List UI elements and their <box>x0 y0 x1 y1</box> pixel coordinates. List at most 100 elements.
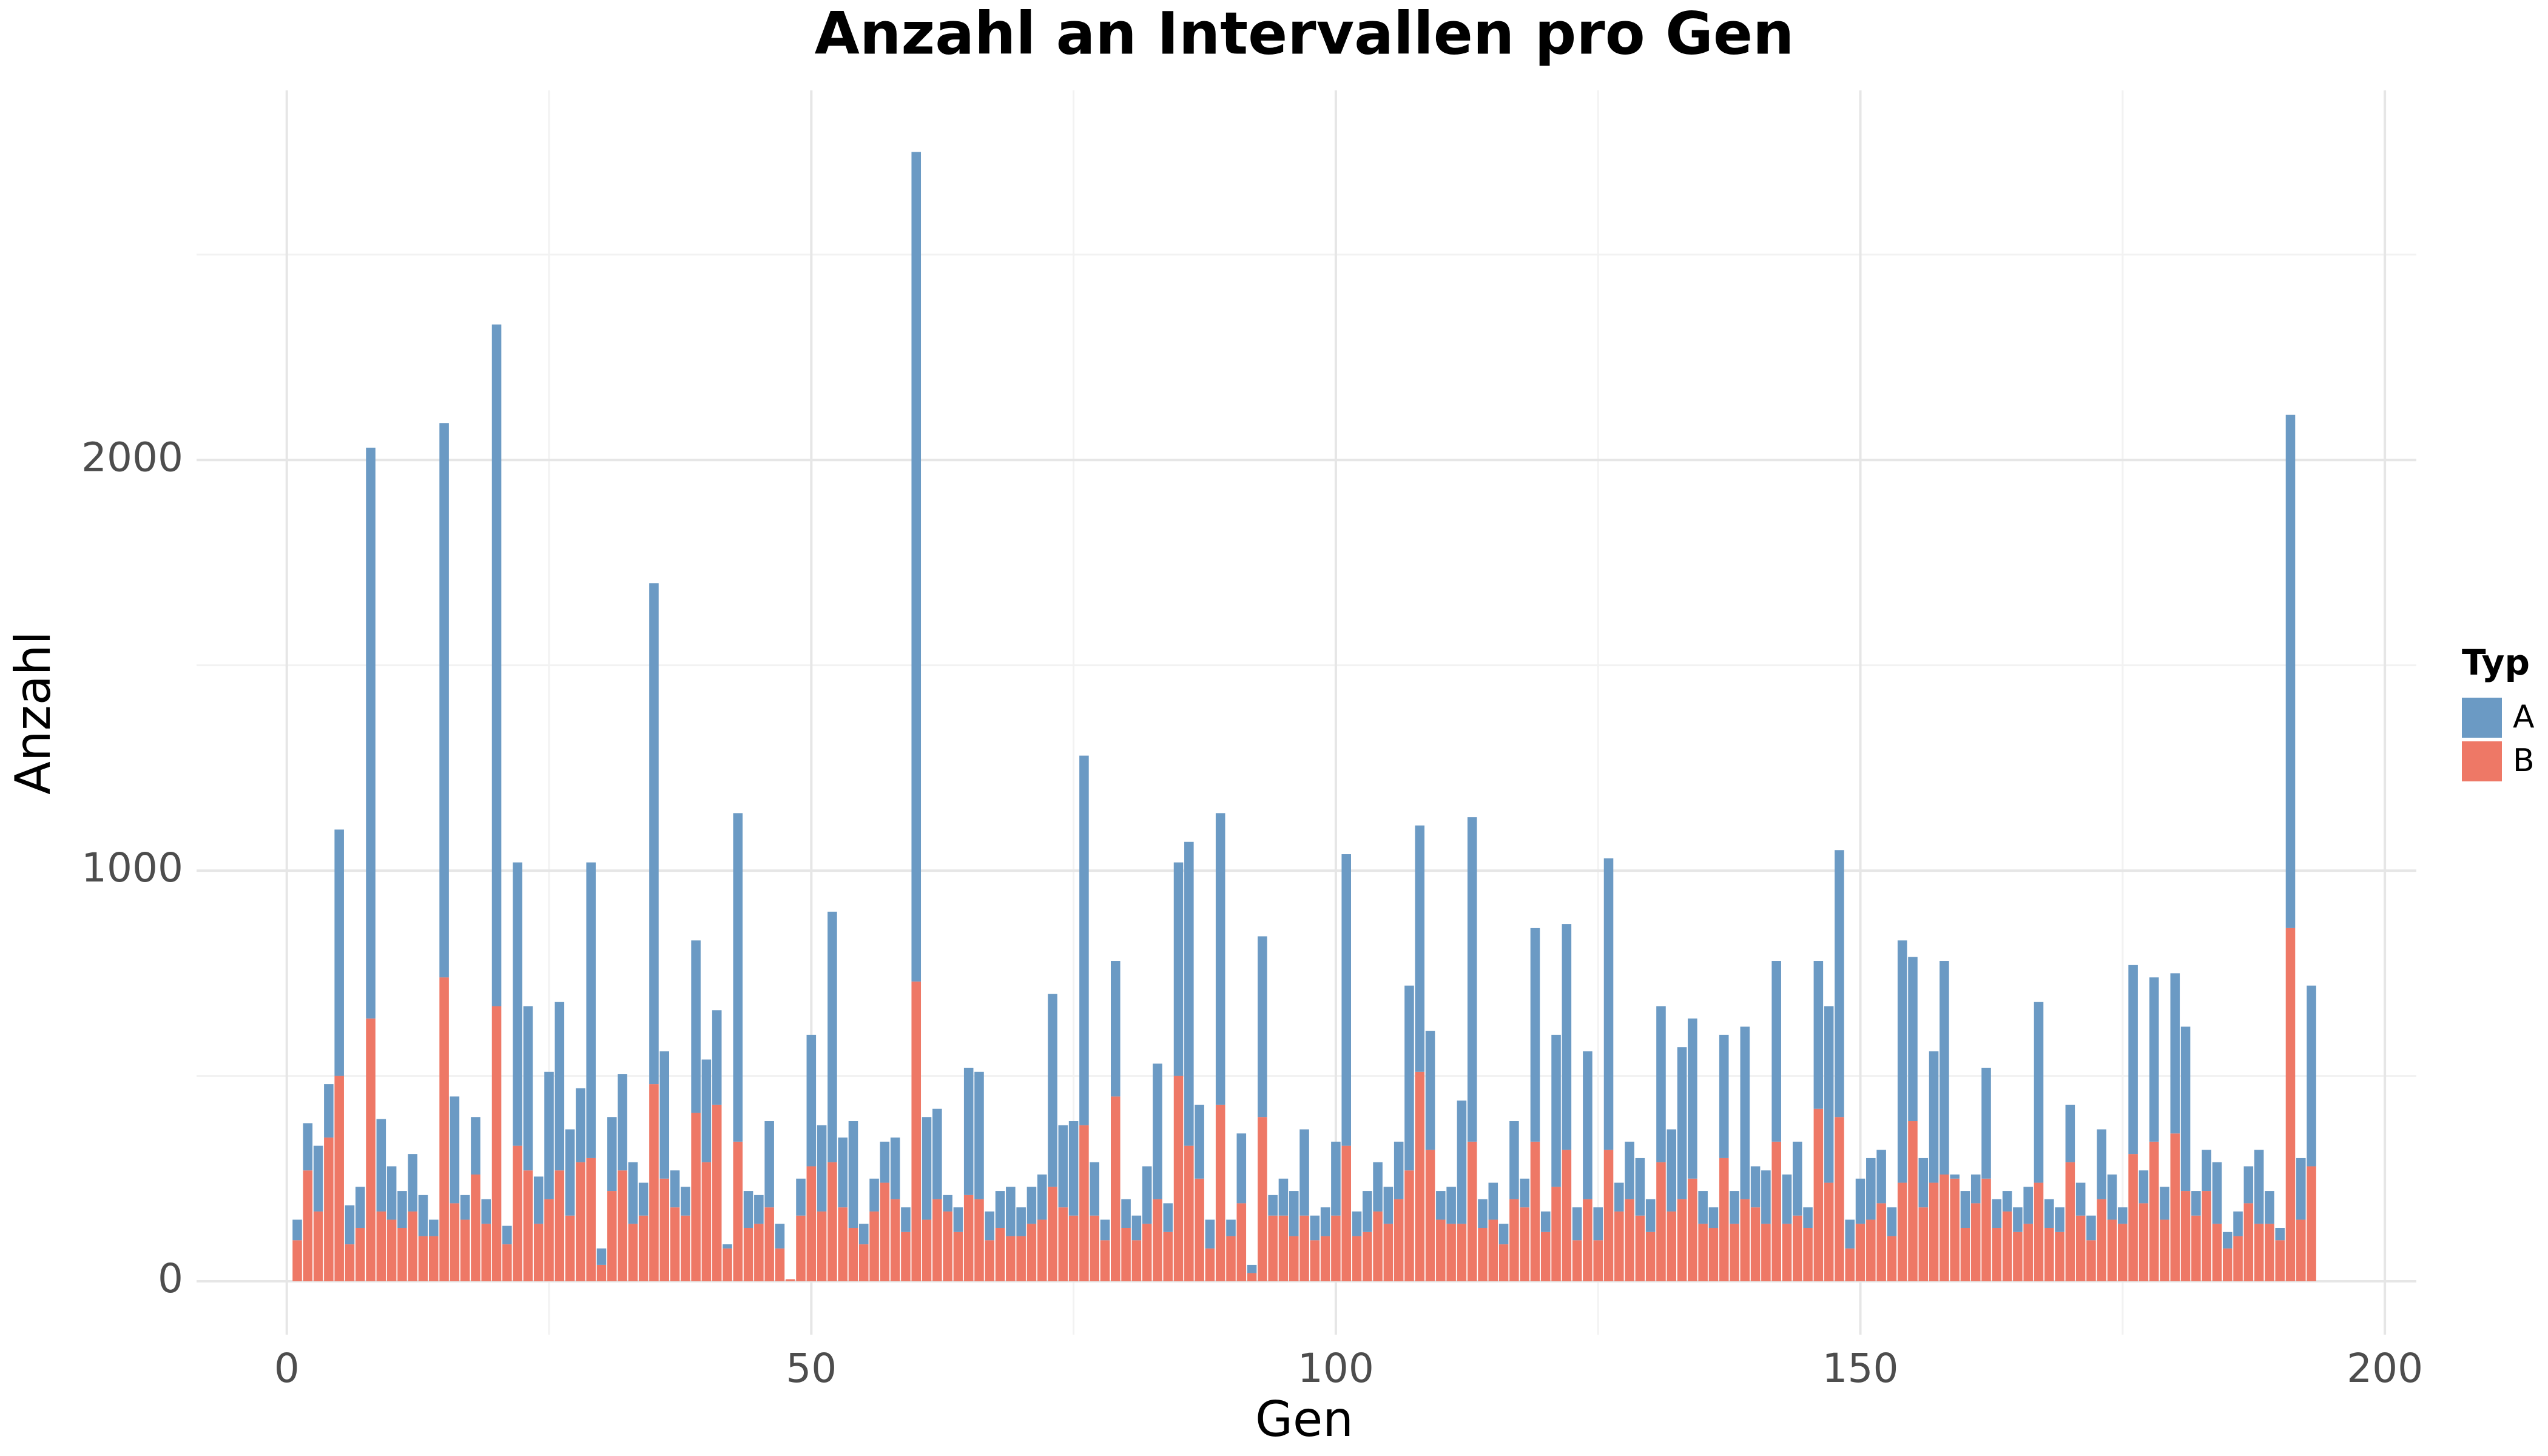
bar-segment <box>502 1244 512 1282</box>
bar-segment <box>1457 1224 1467 1282</box>
bar-segment <box>1310 1240 1320 1282</box>
bar-segment <box>1750 1207 1761 1282</box>
bar-segment <box>1583 1199 1592 1282</box>
bar-segment <box>1195 1178 1204 1282</box>
bar-segment <box>1467 817 1477 1142</box>
bar-segment <box>754 1224 764 1282</box>
bar-segment <box>712 1104 722 1282</box>
bar-segment <box>995 1191 1005 1228</box>
bar-segment <box>1247 1273 1257 1282</box>
bar-segment <box>1383 1187 1394 1224</box>
bar-segment <box>2013 1207 2023 1232</box>
bar-segment <box>827 1162 837 1282</box>
bar-segment <box>2222 1232 2233 1249</box>
bar-segment <box>659 1178 670 1282</box>
bar-segment <box>1236 1203 1247 1282</box>
bar-segment <box>2075 1182 2086 1216</box>
bar-segment <box>429 1236 439 1282</box>
bar-segment <box>1897 1182 1907 1282</box>
bar-segment <box>1079 755 1089 1125</box>
bar-segment <box>1373 1162 1383 1212</box>
bar-segment <box>523 1006 533 1171</box>
bar-segment <box>1918 1207 1929 1282</box>
bar-segment <box>1698 1191 1708 1224</box>
bar-segment <box>1824 1182 1834 1282</box>
bar-segment <box>596 1248 607 1265</box>
bar-segment <box>2044 1228 2054 1282</box>
bar-segment <box>1981 1068 1991 1179</box>
x-tick-label: 150 <box>1822 1345 1899 1392</box>
bar-segment <box>2034 1002 2044 1183</box>
bar-segment <box>1268 1215 1278 1282</box>
bar-segment <box>1940 1175 1949 1282</box>
bar-segment <box>691 1113 701 1282</box>
bar-segment <box>1603 1150 1614 1282</box>
bar-segment <box>1509 1199 1519 1282</box>
bar-segment <box>513 862 522 1146</box>
legend-title: Typ <box>2462 642 2530 683</box>
bar-segment <box>1719 1158 1729 1282</box>
bar-segment <box>2307 985 2316 1167</box>
bar-segment <box>2243 1166 2254 1204</box>
bar-segment <box>733 1141 743 1282</box>
bar-segment <box>1415 1071 1425 1282</box>
bar-segment <box>1845 1219 1855 1249</box>
bar-segment <box>723 1244 732 1249</box>
bar-segment <box>1803 1207 1813 1228</box>
bar-segment <box>817 1211 827 1282</box>
bar-segment <box>397 1228 407 1282</box>
bar-segment <box>1530 928 1540 1142</box>
bar-segment <box>796 1215 806 1282</box>
bar-segment <box>1415 825 1425 1072</box>
bar-segment <box>366 1018 376 1282</box>
bar-segment <box>1498 1244 1509 1282</box>
bar-segment <box>1992 1199 2002 1228</box>
bar-segment <box>1131 1240 1142 1282</box>
bar-segment <box>618 1170 627 1282</box>
bar-segment <box>2275 1228 2285 1241</box>
bar-segment <box>1960 1191 1970 1228</box>
bar-segment <box>2202 1191 2211 1282</box>
bar-segment <box>1289 1236 1299 1282</box>
bar-segment <box>985 1211 995 1241</box>
bar-segment <box>1163 1232 1173 1282</box>
bar-segment <box>1131 1215 1142 1241</box>
bar-segment <box>1866 1219 1876 1282</box>
bar-segment <box>1688 1018 1697 1179</box>
bar-segment <box>1226 1219 1236 1236</box>
bar-segment <box>2149 1141 2159 1282</box>
bar-segment <box>2138 1170 2149 1204</box>
y-tick-label: 1000 <box>81 844 183 891</box>
bar-segment <box>1530 1141 1540 1282</box>
bar-segment <box>1929 1051 1939 1183</box>
bar-segment <box>2118 1224 2128 1282</box>
bar-segment <box>1593 1207 1603 1241</box>
bar-segment <box>386 1219 397 1282</box>
bar-segment <box>848 1121 858 1228</box>
bar-segment <box>2212 1224 2222 1282</box>
bar-segment <box>2233 1236 2243 1282</box>
bar-segment <box>2097 1199 2107 1282</box>
bar-segment <box>796 1178 806 1216</box>
bar-segment <box>953 1207 963 1232</box>
bar-segment <box>586 862 596 1158</box>
bar-segment <box>1940 961 1949 1175</box>
bar-segment <box>1708 1207 1719 1228</box>
bar-segment <box>2212 1162 2222 1224</box>
bar-segment <box>2202 1150 2211 1191</box>
bar-segment <box>953 1232 963 1282</box>
bar-segment <box>1635 1215 1645 1282</box>
bar-segment <box>1730 1224 1739 1282</box>
bar-segment <box>1258 1117 1267 1282</box>
bar-segment <box>1153 1199 1162 1282</box>
bar-segment <box>1813 1108 1824 1282</box>
bar-segment <box>481 1224 491 1282</box>
bar-segment <box>1970 1203 1981 1282</box>
bar-segment <box>1488 1182 1498 1220</box>
bar-segment <box>2265 1224 2274 1282</box>
bar-segment <box>1341 854 1351 1146</box>
bar-segment <box>858 1224 869 1245</box>
x-tick-label: 50 <box>786 1345 837 1392</box>
bar-segment <box>681 1187 690 1216</box>
bar-segment <box>2107 1219 2117 1282</box>
